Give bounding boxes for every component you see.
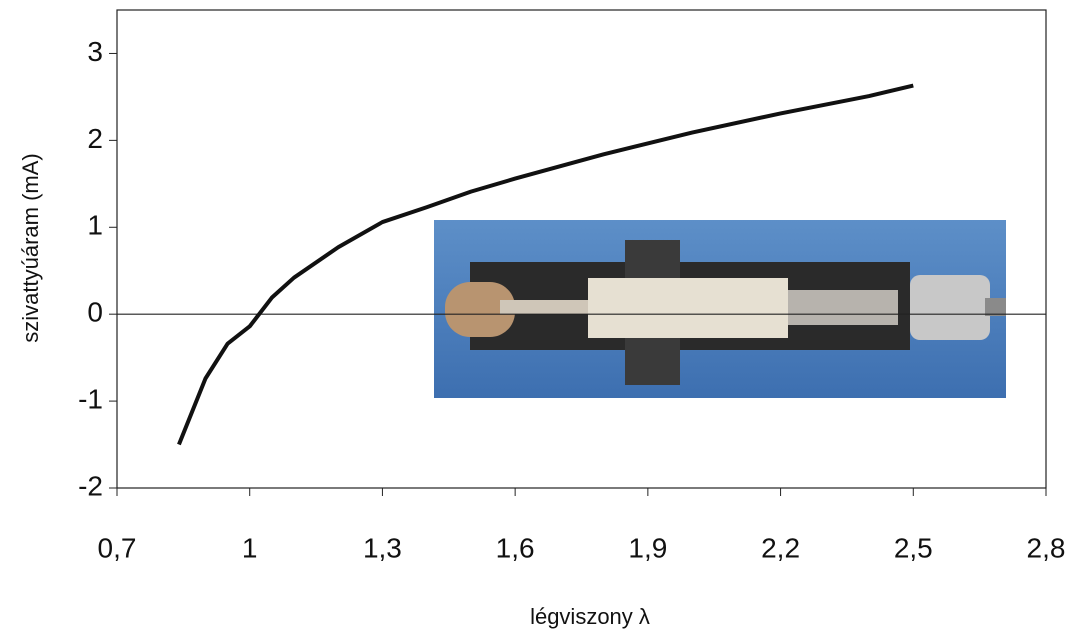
- y-tick-label: 0: [87, 297, 103, 328]
- x-tick-label: 1,9: [628, 532, 667, 563]
- y-tick-label: 1: [87, 210, 103, 241]
- x-tick-label: 2,8: [1027, 532, 1066, 563]
- y-tick-label: -2: [78, 470, 103, 501]
- x-tick-label: 1,6: [496, 532, 535, 563]
- x-tick-label: 1: [242, 532, 258, 563]
- inset-photo: [434, 220, 1006, 398]
- y-axis-title: szivattyúáram (mA): [18, 153, 43, 342]
- chart: légviszony λ szivattyúáram (mA) 0,7 1 1,3 1…: [0, 0, 1076, 638]
- x-tick-label: 2,5: [894, 532, 933, 563]
- x-tick-label: 2,2: [761, 532, 800, 563]
- x-tick-label: 0,7: [98, 532, 137, 563]
- x-axis-title: légviszony λ: [530, 604, 650, 629]
- x-tick-label: 1,3: [363, 532, 402, 563]
- y-tick-label: 3: [87, 36, 103, 67]
- y-tick-label: 2: [87, 123, 103, 154]
- y-tick-label: -1: [78, 383, 103, 414]
